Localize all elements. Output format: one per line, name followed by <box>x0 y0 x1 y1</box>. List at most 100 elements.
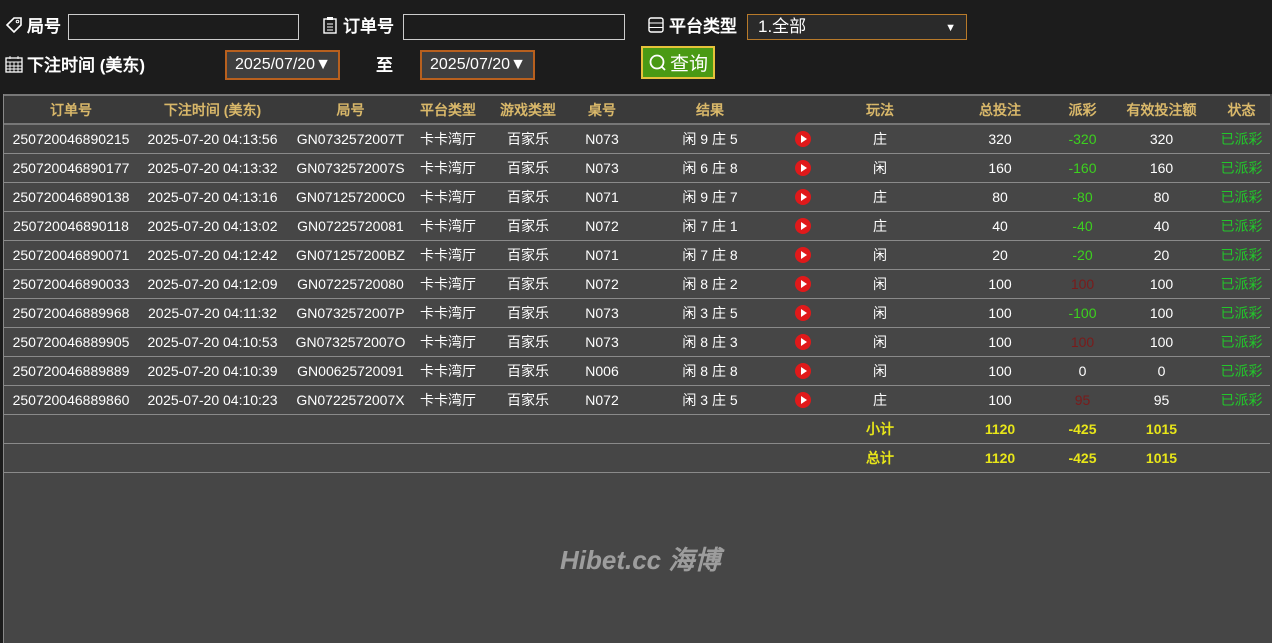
game-type: 百家乐 <box>482 298 574 328</box>
play-video-icon[interactable] <box>794 160 811 177</box>
column-header: 平台类型 <box>414 94 482 125</box>
platform: 卡卡湾厅 <box>414 124 482 154</box>
round-id: GN07225720081 <box>287 211 414 241</box>
date-from-picker[interactable]: 2025/07/20▼ <box>225 50 340 80</box>
round-id: GN0732572007P <box>287 298 414 328</box>
bet-time: 2025-07-20 04:12:42 <box>138 240 287 270</box>
round-id: GN071257200C0 <box>287 182 414 212</box>
bet-type: 庄 <box>815 124 945 154</box>
payout: 0 <box>1055 356 1110 386</box>
table-row: 250720046890033 2025-07-20 04:12:09 GN0722… <box>4 269 1270 299</box>
server-icon <box>648 16 664 33</box>
order-id: 250720046889860 <box>4 385 138 415</box>
replay-cell[interactable] <box>790 153 815 183</box>
bet-time: 2025-07-20 04:13:56 <box>138 124 287 154</box>
column-header: 状态 <box>1213 94 1270 125</box>
search-button[interactable]: 查询 <box>641 46 715 79</box>
round-id: GN00625720091 <box>287 356 414 386</box>
replay-cell[interactable] <box>790 385 815 415</box>
play-video-icon[interactable] <box>794 131 811 148</box>
play-video-icon[interactable] <box>794 189 811 206</box>
play-video-icon[interactable] <box>794 276 811 293</box>
replay-cell[interactable] <box>790 124 815 154</box>
status: 已派彩 <box>1213 385 1270 415</box>
order-id: 250720046889905 <box>4 327 138 357</box>
status: 已派彩 <box>1213 269 1270 299</box>
bet-type: 闲 <box>815 269 945 299</box>
platform-label: 平台类型 <box>669 17 737 36</box>
table-row: 250720046889889 2025-07-20 04:10:39 GN0062… <box>4 356 1270 386</box>
bet-time: 2025-07-20 04:10:39 <box>138 356 287 386</box>
column-header: 有效投注额 <box>1110 94 1213 125</box>
payout: 95 <box>1055 385 1110 415</box>
play-video-icon[interactable] <box>794 334 811 351</box>
order-filter-label: 订单号 <box>320 12 394 37</box>
table-row: 250720046890138 2025-07-20 04:13:16 GN0712… <box>4 182 1270 212</box>
table-row: 250720046890177 2025-07-20 04:13:32 GN0732… <box>4 153 1270 183</box>
replay-cell[interactable] <box>790 240 815 270</box>
total-row: 总计 1120 -425 1015 <box>4 443 1270 473</box>
total-bet: 100 <box>945 269 1055 299</box>
result: 闲 3 庄 5 <box>630 385 790 415</box>
game-type: 百家乐 <box>482 327 574 357</box>
order-label: 订单号 <box>343 17 394 36</box>
bet-time: 2025-07-20 04:10:23 <box>138 385 287 415</box>
order-id: 250720046890118 <box>4 211 138 241</box>
play-video-icon[interactable] <box>794 305 811 322</box>
payout: -320 <box>1055 124 1110 154</box>
replay-cell[interactable] <box>790 182 815 212</box>
replay-cell[interactable] <box>790 211 815 241</box>
order-id: 250720046890071 <box>4 240 138 270</box>
platform: 卡卡湾厅 <box>414 356 482 386</box>
total-label: 总计 <box>815 443 945 473</box>
date-to-picker[interactable]: 2025/07/20▼ <box>420 50 535 80</box>
valid-bet: 100 <box>1110 327 1213 357</box>
valid-bet: 95 <box>1110 385 1213 415</box>
play-video-icon[interactable] <box>794 392 811 409</box>
table-id: N071 <box>574 240 630 270</box>
platform-select[interactable]: 1.全部 ▼ <box>747 14 967 40</box>
round-input[interactable] <box>68 14 299 40</box>
game-type: 百家乐 <box>482 269 574 299</box>
game-type: 百家乐 <box>482 124 574 154</box>
game-type: 百家乐 <box>482 385 574 415</box>
table-row: 250720046890118 2025-07-20 04:13:02 GN0722… <box>4 211 1270 241</box>
play-video-icon[interactable] <box>794 247 811 264</box>
bet-time: 2025-07-20 04:13:02 <box>138 211 287 241</box>
column-header: 结果 <box>630 94 790 125</box>
subtotal-payout: -425 <box>1055 414 1110 444</box>
replay-cell[interactable] <box>790 327 815 357</box>
total-bet: 80 <box>945 182 1055 212</box>
total-bet: 40 <box>945 211 1055 241</box>
bet-time: 2025-07-20 04:11:32 <box>138 298 287 328</box>
clipboard-icon <box>323 16 337 34</box>
round-id: GN0722572007X <box>287 385 414 415</box>
play-video-icon[interactable] <box>794 363 811 380</box>
platform: 卡卡湾厅 <box>414 298 482 328</box>
platform: 卡卡湾厅 <box>414 385 482 415</box>
table-id: N073 <box>574 124 630 154</box>
round-id: GN0732572007T <box>287 124 414 154</box>
valid-bet: 80 <box>1110 182 1213 212</box>
play-video-icon[interactable] <box>794 218 811 235</box>
payout: 100 <box>1055 269 1110 299</box>
status: 已派彩 <box>1213 356 1270 386</box>
replay-cell[interactable] <box>790 356 815 386</box>
round-id: GN0732572007S <box>287 153 414 183</box>
result: 闲 6 庄 8 <box>630 153 790 183</box>
bet-type: 庄 <box>815 385 945 415</box>
total-valid-bet: 1015 <box>1110 443 1213 473</box>
total-bet: 100 <box>945 327 1055 357</box>
platform-value: 1.全部 <box>758 17 807 36</box>
total-bet: 100 <box>945 385 1055 415</box>
result: 闲 9 庄 5 <box>630 124 790 154</box>
payout: -100 <box>1055 298 1110 328</box>
result: 闲 8 庄 3 <box>630 327 790 357</box>
replay-cell[interactable] <box>790 269 815 299</box>
order-input[interactable] <box>403 14 625 40</box>
order-id: 250720046890215 <box>4 124 138 154</box>
game-type: 百家乐 <box>482 211 574 241</box>
valid-bet: 100 <box>1110 298 1213 328</box>
total-bet: 20 <box>945 240 1055 270</box>
replay-cell[interactable] <box>790 298 815 328</box>
